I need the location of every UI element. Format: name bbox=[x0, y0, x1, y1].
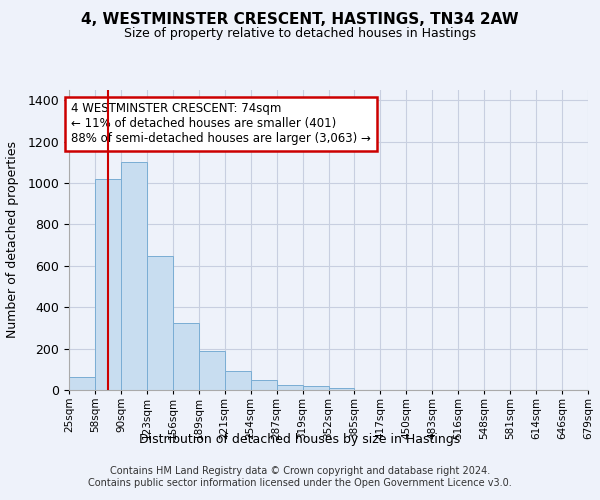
Bar bbox=[251, 380, 277, 390]
Text: Size of property relative to detached houses in Hastings: Size of property relative to detached ho… bbox=[124, 28, 476, 40]
Bar bbox=[69, 376, 95, 390]
Bar bbox=[95, 179, 121, 390]
Text: Contains HM Land Registry data © Crown copyright and database right 2024.
Contai: Contains HM Land Registry data © Crown c… bbox=[88, 466, 512, 487]
Bar bbox=[173, 323, 199, 390]
Y-axis label: Number of detached properties: Number of detached properties bbox=[6, 142, 19, 338]
Bar bbox=[199, 350, 224, 390]
Bar bbox=[277, 385, 302, 390]
Bar bbox=[302, 386, 329, 390]
Bar bbox=[225, 372, 251, 390]
Text: Distribution of detached houses by size in Hastings: Distribution of detached houses by size … bbox=[139, 432, 461, 446]
Text: 4, WESTMINSTER CRESCENT, HASTINGS, TN34 2AW: 4, WESTMINSTER CRESCENT, HASTINGS, TN34 … bbox=[81, 12, 519, 28]
Bar bbox=[329, 388, 355, 390]
Bar bbox=[147, 256, 173, 390]
Text: 4 WESTMINSTER CRESCENT: 74sqm
← 11% of detached houses are smaller (401)
88% of : 4 WESTMINSTER CRESCENT: 74sqm ← 11% of d… bbox=[71, 102, 371, 146]
Bar bbox=[121, 162, 147, 390]
